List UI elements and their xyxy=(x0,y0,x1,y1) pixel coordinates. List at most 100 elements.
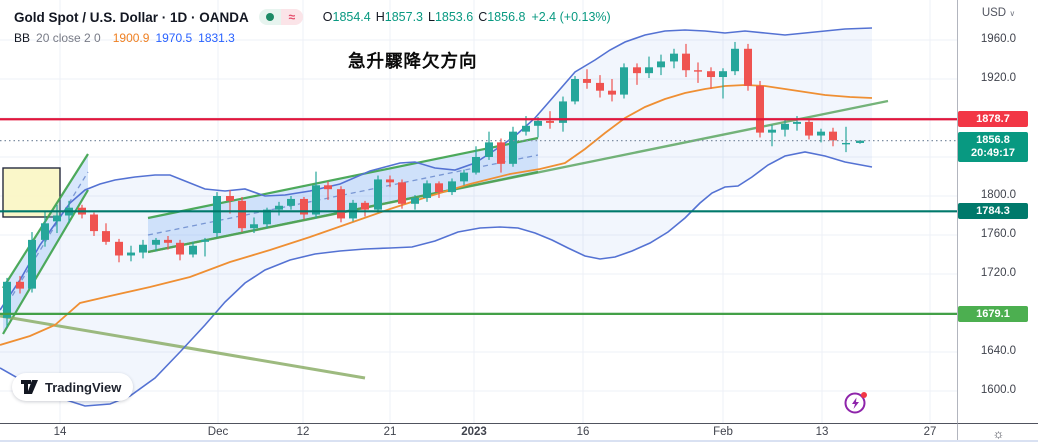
time-tick: 27 xyxy=(923,426,937,438)
market-open-dot-icon xyxy=(265,13,274,21)
candle-body xyxy=(263,209,271,225)
notification-dot-icon xyxy=(861,392,867,398)
chart-area: Gold Spot / U.S. Dollar · 1D · OANDA ≈ O… xyxy=(0,0,957,423)
chart-annotation-text[interactable]: 急升驟降欠方向 xyxy=(348,51,478,71)
time-tick: 12 xyxy=(296,426,310,438)
bar-countdown: 20:49:17 xyxy=(970,146,1016,159)
candle-body xyxy=(238,200,246,229)
time-tick: Feb xyxy=(713,426,733,438)
price-tick: 1760.0 xyxy=(980,228,1017,240)
candle-body xyxy=(423,183,431,198)
candle-body xyxy=(756,85,764,133)
candle-body xyxy=(645,67,653,74)
time-axis[interactable]: 14 Dec 12 21 2023 16 Feb 13 27 xyxy=(0,423,957,442)
candle-body xyxy=(386,179,394,183)
axis-settings-corner[interactable]: ☼ xyxy=(957,423,1038,442)
price-label-resistance: 1878.7 xyxy=(958,111,1028,128)
candle-body xyxy=(164,239,172,243)
highlight-rectangle xyxy=(2,167,61,218)
candle-body xyxy=(694,70,702,72)
candle-body xyxy=(731,48,739,72)
candle-body xyxy=(361,202,369,210)
candle-body xyxy=(115,241,123,256)
candle-body xyxy=(226,196,234,201)
currency-selector[interactable]: USD ∨ xyxy=(981,7,1016,19)
delayed-data-icon: ≈ xyxy=(288,10,296,24)
candle-body xyxy=(189,245,197,255)
candle-body xyxy=(485,142,493,157)
ascending-trendline xyxy=(147,99,889,254)
time-tick: 2023 xyxy=(461,426,487,438)
candle-body xyxy=(805,121,813,136)
candle-body xyxy=(448,181,456,193)
candle-body xyxy=(817,131,825,136)
candle-body xyxy=(620,67,628,95)
price-label-support-low: 1679.1 xyxy=(958,305,1028,322)
symbol-title[interactable]: Gold Spot / U.S. Dollar · 1D · OANDA xyxy=(14,9,249,25)
tradingview-logo[interactable]: TradingView xyxy=(12,373,134,401)
candle-body xyxy=(275,205,283,210)
candle-body xyxy=(213,196,221,234)
candle-body xyxy=(829,131,837,141)
descending-trendline xyxy=(0,314,366,380)
candle-body xyxy=(534,120,542,126)
settings-icon: ☼ xyxy=(992,426,1005,441)
candle-body xyxy=(411,197,419,204)
left-channel-lower xyxy=(2,189,89,335)
candle-body xyxy=(460,172,468,182)
price-axis[interactable]: USD ∨ 1960.0 1920.0 1800.0 1760.0 1720.0 1640… xyxy=(957,0,1038,423)
candle-body xyxy=(300,198,308,215)
price-tick: 1600.0 xyxy=(980,384,1017,396)
candle-body xyxy=(472,157,480,173)
price-label-last: 1856.8 20:49:17 xyxy=(958,131,1028,162)
candle-body xyxy=(559,101,567,123)
candle-body xyxy=(324,185,332,190)
candle-body xyxy=(176,242,184,255)
candle-body xyxy=(152,239,160,245)
candle-body xyxy=(287,198,295,206)
candle-body xyxy=(670,53,678,62)
time-tick: 16 xyxy=(576,426,590,438)
candle-body xyxy=(28,239,36,289)
candle-body xyxy=(374,179,382,210)
candle-body xyxy=(793,121,801,124)
window-edge-divider xyxy=(0,440,1038,442)
candle-body xyxy=(497,142,505,164)
candle-body xyxy=(707,71,715,78)
price-tick: 1920.0 xyxy=(980,72,1017,84)
candle-body xyxy=(337,189,345,219)
candle-body xyxy=(608,90,616,95)
candle-body xyxy=(744,48,752,86)
price-tick: 1640.0 xyxy=(980,345,1017,357)
bollinger-fill xyxy=(0,28,872,406)
flash-icon[interactable] xyxy=(843,389,869,415)
candle-body xyxy=(768,129,776,133)
candle-body xyxy=(127,252,135,256)
candle-body xyxy=(781,123,789,130)
chevron-down-icon: ∨ xyxy=(1009,9,1016,18)
market-status-badge[interactable]: ≈ xyxy=(258,9,303,25)
candle-body xyxy=(53,215,61,222)
price-label-support-mid: 1784.3 xyxy=(958,203,1028,220)
last-price-value: 1856.8 xyxy=(976,133,1010,146)
bollinger-lower-line xyxy=(0,151,873,407)
candle-body xyxy=(250,224,258,229)
candle-body xyxy=(90,214,98,232)
candle-body xyxy=(682,53,690,71)
candle-body xyxy=(719,71,727,78)
price-tick: 1960.0 xyxy=(980,33,1017,45)
time-tick: Dec xyxy=(207,426,229,438)
candle-body xyxy=(856,140,864,143)
candlestick-chart[interactable] xyxy=(0,0,957,423)
candle-body xyxy=(102,231,110,242)
price-tick: 1800.0 xyxy=(980,189,1017,201)
candle-body xyxy=(435,183,443,193)
candle-body xyxy=(201,239,209,242)
candle-body xyxy=(657,61,665,68)
time-tick: 14 xyxy=(53,426,67,438)
candle-body xyxy=(596,82,604,91)
candle-body xyxy=(522,125,530,132)
bollinger-upper-line xyxy=(0,27,873,311)
candle-body xyxy=(571,79,579,102)
tradingview-logo-label: TradingView xyxy=(45,379,122,395)
